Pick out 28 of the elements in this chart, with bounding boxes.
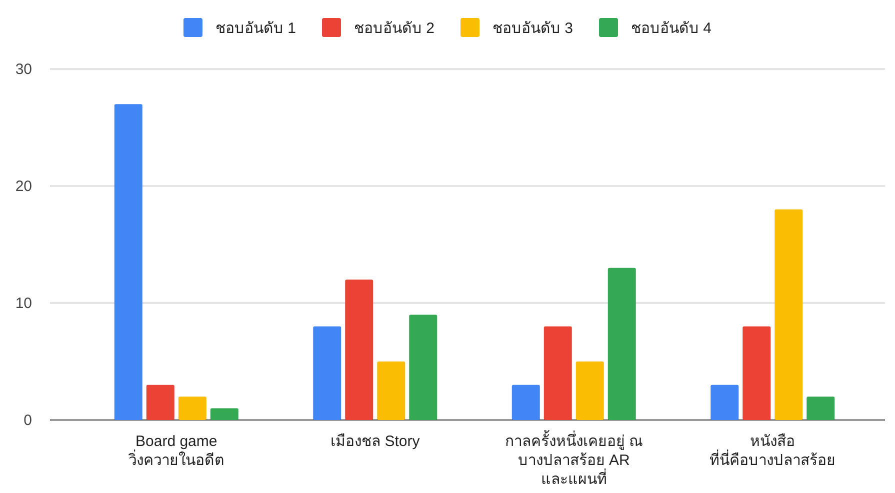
bar [409,314,438,420]
bar [377,362,406,420]
bar [710,384,739,420]
bar [146,384,174,420]
bar [576,362,604,420]
x-tick-label: หนังสือ ที่นี่คือบางปลาสร้อย [710,433,836,469]
bar [774,209,803,420]
bar [512,384,540,420]
legend-label: ชอบอันดับ 4 [631,20,712,37]
x-tick-label: Board game วิ่งควายในอดีต [127,433,224,469]
bar [313,326,342,420]
y-tick-label: 0 [24,412,32,429]
bar [210,408,238,420]
y-tick-label: 20 [15,178,32,195]
bar [178,396,206,420]
bar [345,280,374,420]
y-tick-label: 10 [15,295,32,312]
bar [544,326,572,420]
bar [806,396,835,420]
legend-label: ชอบอันดับ 2 [354,20,434,37]
legend-label: ชอบอันดับ 1 [215,20,296,37]
y-tick-label: 30 [15,61,32,78]
bar [114,104,142,420]
bar [608,268,636,420]
x-tick-label: กาลครั้งหนึ่งเคยอยู่ ณ บางปลาสร้อย AR และแผนที่ [504,430,643,488]
legend-label: ชอบอันดับ 3 [492,20,574,37]
x-tick-label: เมืองชล Story [330,433,420,450]
bar [742,326,771,420]
